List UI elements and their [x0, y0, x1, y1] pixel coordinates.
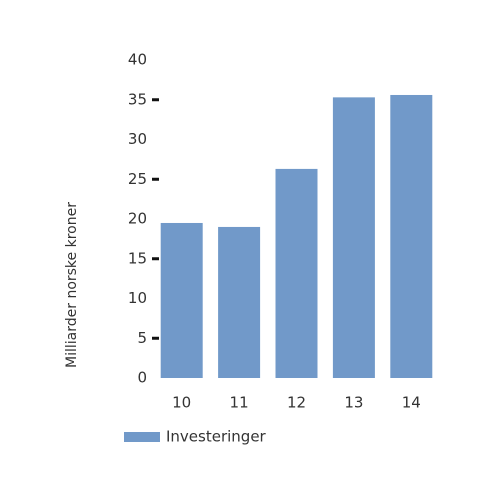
y-axis-title: Milliarder norske kroner [64, 202, 80, 368]
bar [160, 222, 203, 378]
bar [332, 97, 375, 379]
y-tick-label: 35 [128, 90, 147, 108]
bar [390, 94, 433, 378]
legend-swatch [124, 432, 160, 442]
y-tick-label: 10 [128, 289, 147, 307]
legend-label: Investeringer [166, 428, 267, 446]
bar [275, 168, 318, 378]
y-tick-label: 0 [137, 369, 147, 387]
y-tick-label: 5 [137, 329, 147, 347]
y-tick-label: 40 [128, 51, 147, 69]
x-tick-label: 10 [172, 394, 191, 412]
x-tick-label: 11 [230, 394, 249, 412]
y-tick-label: 30 [128, 130, 147, 148]
y-tick-label: 15 [128, 249, 147, 267]
bar [218, 226, 261, 378]
x-tick-label: 13 [344, 394, 363, 412]
y-tick-label: 25 [128, 170, 147, 188]
y-tick-label: 20 [128, 210, 147, 228]
x-tick-label: 14 [402, 394, 421, 412]
x-tick-label: 12 [287, 394, 306, 412]
